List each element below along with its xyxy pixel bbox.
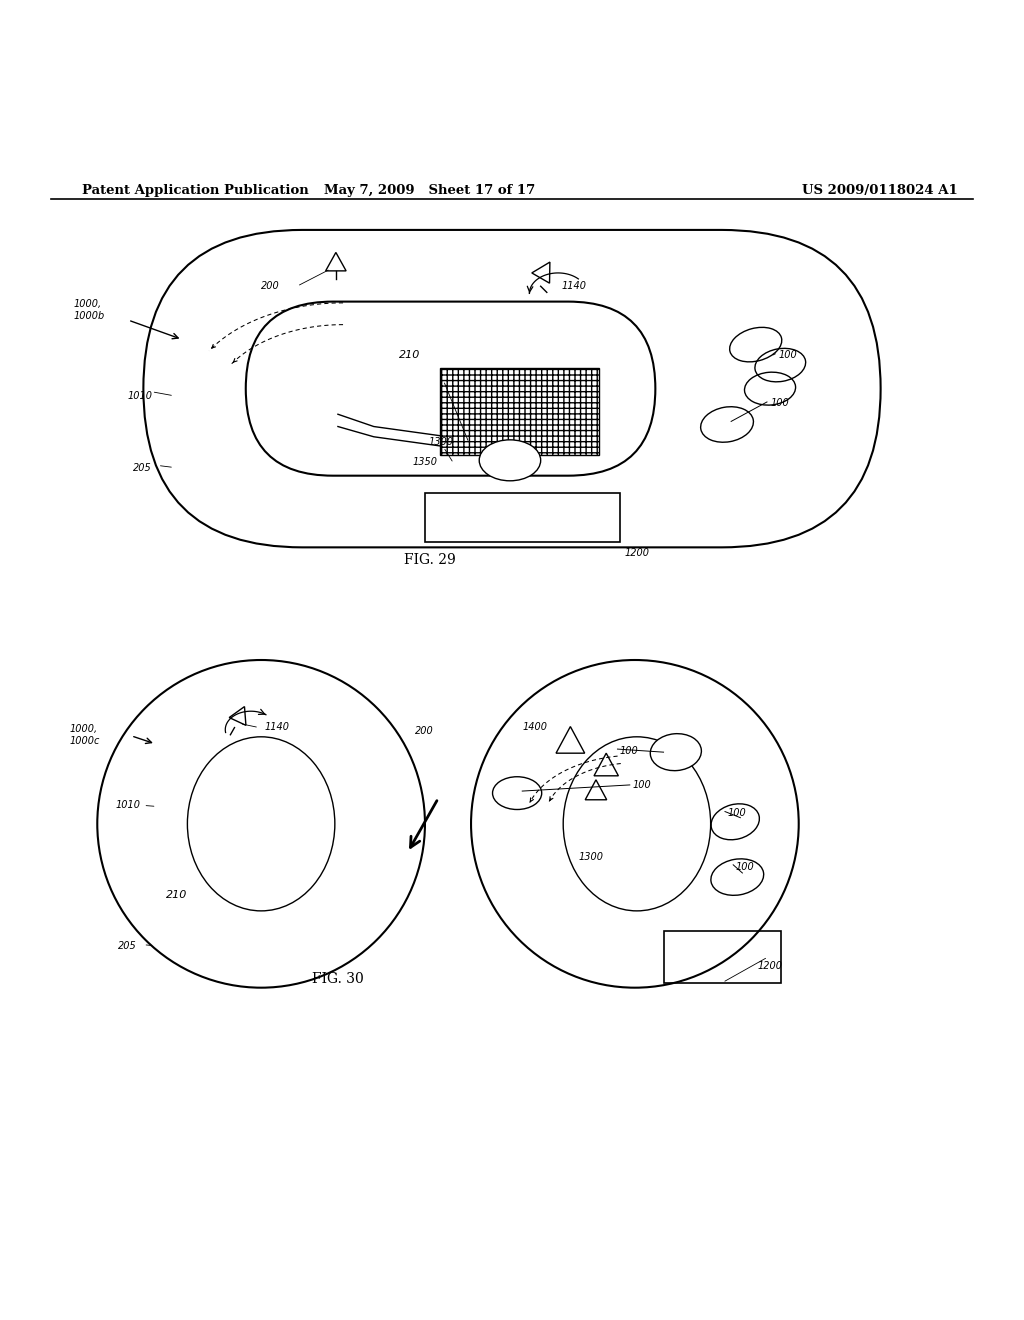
Text: 100: 100	[727, 808, 745, 817]
Text: 100: 100	[620, 746, 638, 756]
Ellipse shape	[479, 440, 541, 480]
Text: US 2009/0118024 A1: US 2009/0118024 A1	[802, 183, 957, 197]
Text: 210: 210	[166, 890, 187, 899]
Text: 210: 210	[399, 350, 420, 360]
Text: 100: 100	[778, 350, 797, 360]
Text: 1300: 1300	[579, 851, 603, 862]
Text: 1010: 1010	[128, 391, 153, 401]
Text: May 7, 2009   Sheet 17 of 17: May 7, 2009 Sheet 17 of 17	[325, 183, 536, 197]
Text: 1000b: 1000b	[74, 312, 105, 321]
Ellipse shape	[650, 734, 701, 771]
Bar	[440, 368, 599, 455]
Text: 1200: 1200	[758, 961, 782, 972]
Text: 1200: 1200	[625, 548, 649, 557]
Text: 1010: 1010	[116, 800, 140, 810]
Text: 1000,: 1000,	[70, 723, 97, 734]
Text: 1400: 1400	[522, 722, 547, 731]
Text: 1300: 1300	[428, 437, 453, 447]
Text: 1140: 1140	[561, 281, 586, 292]
Text: 1000,: 1000,	[74, 298, 101, 309]
Text: 100: 100	[770, 399, 788, 408]
Text: 1350: 1350	[413, 458, 437, 467]
Text: Patent Application Publication: Patent Application Publication	[82, 183, 308, 197]
Text: 200: 200	[261, 281, 280, 292]
Text: FIG. 29: FIG. 29	[404, 553, 456, 566]
Text: 1000c: 1000c	[70, 737, 100, 746]
Text: 200: 200	[415, 726, 433, 735]
Text: 100: 100	[735, 862, 754, 873]
Text: 100: 100	[633, 780, 651, 789]
Text: 1140: 1140	[264, 722, 289, 731]
Bar	[425, 494, 620, 543]
Text: FIG. 30: FIG. 30	[312, 973, 364, 986]
Text: 205: 205	[118, 941, 136, 950]
Bar	[664, 932, 781, 982]
Text: 205: 205	[133, 462, 152, 473]
Ellipse shape	[493, 776, 542, 809]
